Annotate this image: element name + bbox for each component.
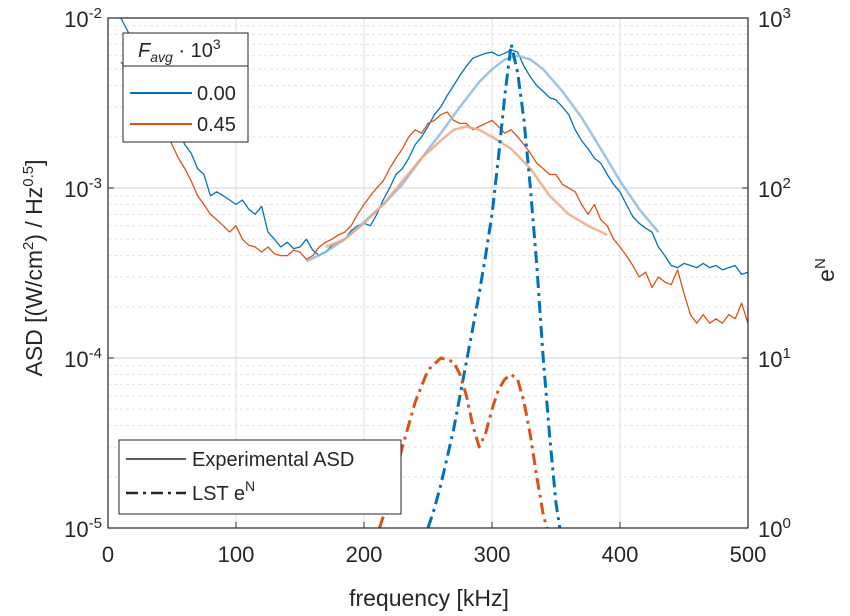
series-fit-045 [325,125,608,249]
x-tick-label: 400 [602,542,639,567]
y-tick-label-right: 102 [758,175,791,202]
y-axis-label-right: eN [812,258,839,282]
x-tick-label: 300 [474,542,511,567]
tick-labels: 0 100 200 300 400 500 10-5 10-4 10-3 10-2 100 101 10… [64,5,791,567]
plot-area [120,17,749,529]
series-fit-000 [305,54,660,263]
x-tick-label: 500 [730,542,767,567]
axes-frame [107,17,749,529]
y-tick-label-right: 103 [758,5,791,32]
y-tick-label-left: 10-3 [64,175,102,202]
legend-label-experimental: Experimental ASD [192,449,354,471]
legend-styles: Experimental ASD LST eN [118,439,402,515]
y-tick-label-left: 10-2 [64,5,102,32]
legend-label-045: 0.45 [197,114,236,136]
y-tick-label-right: 101 [758,345,791,372]
x-axis-label: frequency [kHz] [349,585,509,611]
y-tick-label-left: 10-5 [64,515,102,542]
x-tick-label: 100 [218,542,255,567]
series-lst-en-045 [377,356,549,529]
series-experimental-asd-000 [120,17,749,276]
x-tick-label: 200 [346,542,383,567]
series-experimental-asd-045 [120,61,749,324]
y-tick-label-right: 100 [758,515,791,542]
y-tick-label-left: 10-4 [64,345,102,372]
legend-label-lst: LST eN [192,478,255,505]
plot-border [107,17,749,529]
legend-label-000: 0.00 [197,83,236,105]
legend-series: Favg · 103 0.00 0.45 [122,32,249,143]
series-lst-en-000 [426,42,562,529]
x-tick-label: 0 [102,542,114,567]
y-axis-label-left: ASD [(W/cm2) / Hz0.5] [20,159,47,376]
grid [108,18,748,528]
